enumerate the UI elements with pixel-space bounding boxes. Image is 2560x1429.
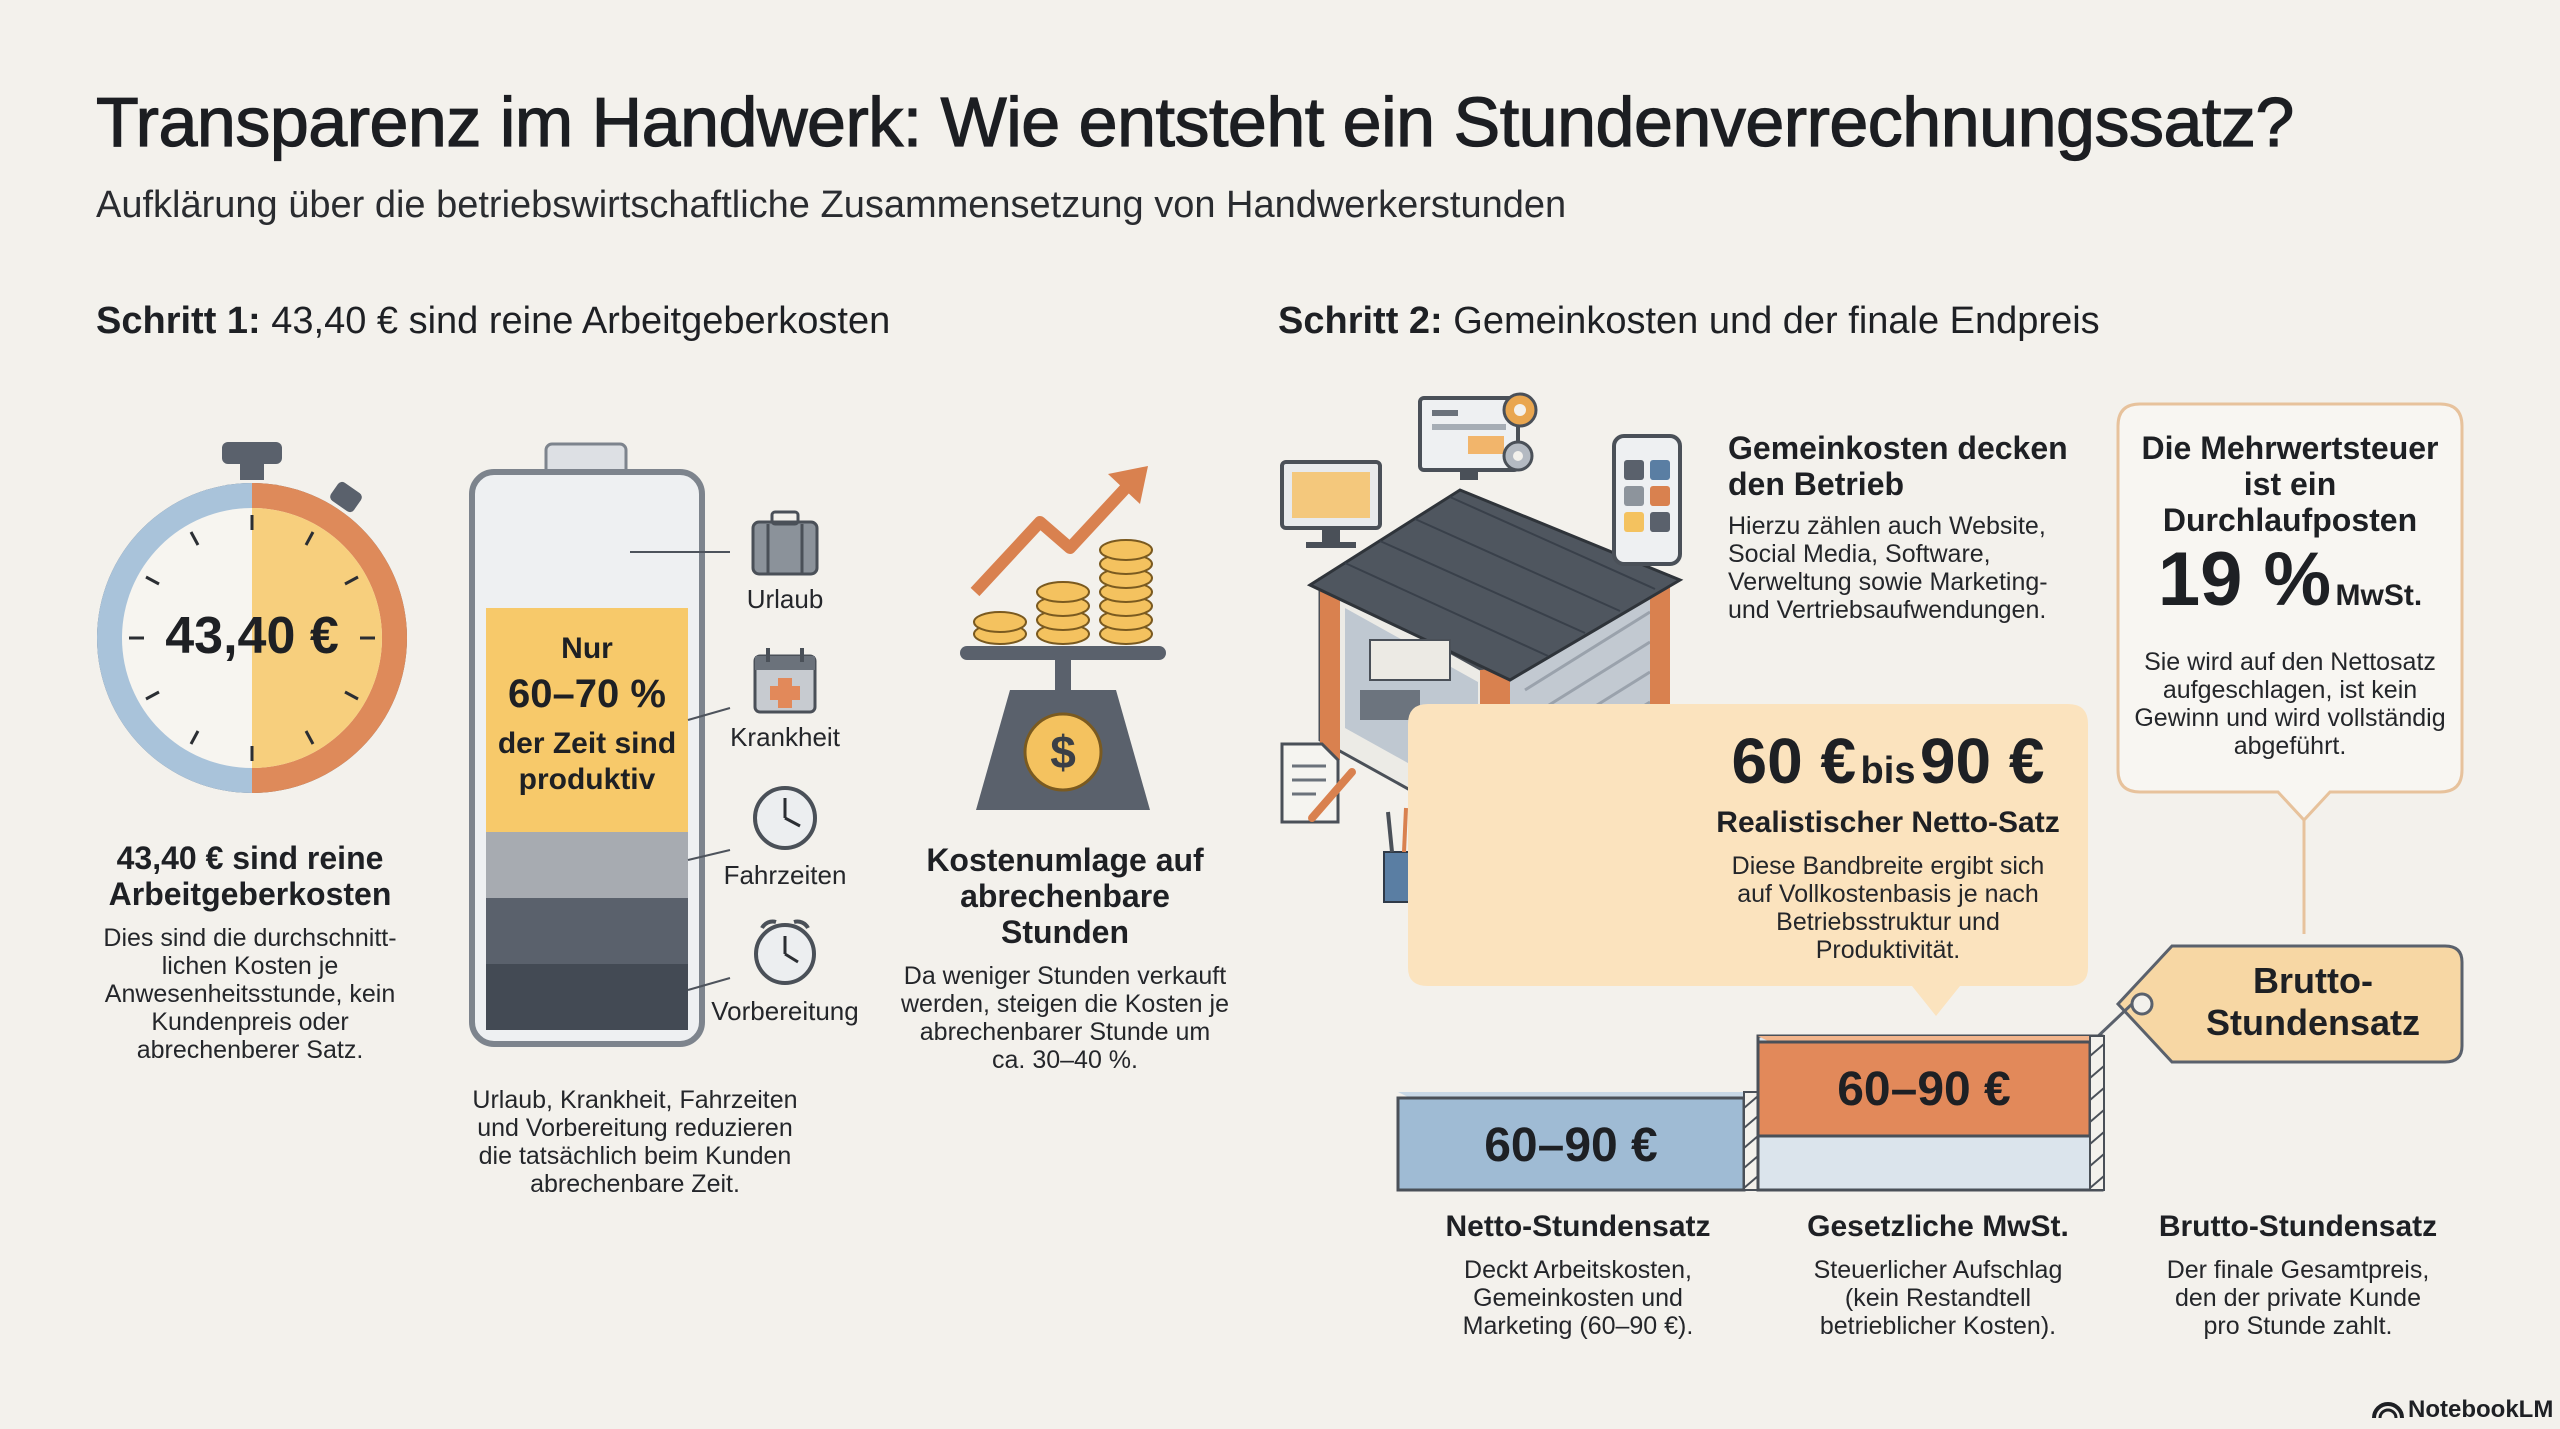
smartphone-social-media-icon (1612, 434, 1682, 566)
netto-bar-value: 60–90 € (1484, 1119, 1658, 1172)
step1-heading: Schritt 1: 43,40 € sind reine Arbeitgebe… (96, 300, 891, 342)
svg-text:$: $ (1050, 726, 1076, 778)
battery-line3: der Zeit sind produktiv (497, 727, 677, 796)
netto-range-heading: Realistischer Netto-Satz (1716, 806, 2060, 839)
sick-calendar-icon (753, 648, 817, 714)
battery-line1: Nur (561, 632, 613, 665)
bar-netto-text: Deckt Arbeitskosten, Gemeinkosten und Ma… (1462, 1256, 1694, 1340)
bar-brutto-heading: Brutto-Stundensatz (2158, 1210, 2438, 1243)
label-vorbereitung: Vorbereitung (711, 996, 859, 1026)
page-title: Transparenz im Handwerk: Wie entsteht ei… (95, 82, 2294, 161)
cost-shift-text: Da weniger Stunden verkauft werden, stei… (901, 962, 1229, 1074)
vat-text: Sie wird auf den Nettosatz aufgeschlagen… (2134, 648, 2446, 760)
notebooklm-logo-icon (2372, 1402, 2404, 1419)
vat-heading: Die Mehrwertsteuer ist ein Durchlaufpost… (2141, 430, 2439, 538)
settings-monitor-icon (1418, 392, 1538, 480)
overhead-heading: Gemeinkosten decken den Betrieb (1728, 430, 2068, 502)
vat-percent: 19 % MwSt. (2157, 537, 2423, 622)
price-stack-bars (1396, 1034, 2105, 1192)
bar-brutto-text: Der finale Gesamtpreis, den der private … (2166, 1256, 2430, 1340)
stopwatch-heading: 43,40 € sind reine Arbeitgeberkosten (108, 840, 392, 912)
brutto-tag-label: Brutto-Stundensatz (2205, 960, 2420, 1043)
brand-label: NotebookLM (2408, 1396, 2554, 1423)
bar-netto-heading: Netto-Stundensatz (1445, 1210, 1711, 1243)
clock-icon (753, 786, 817, 850)
stopwatch-value: 43,40 € (165, 607, 339, 665)
vat-callout (2116, 402, 2464, 823)
alarm-clock-icon (754, 919, 816, 985)
bar-mwst-heading: Gesetzliche MwSt. (1807, 1210, 2069, 1243)
netto-range-text: Diese Bandbreite ergibt sich auf Vollkos… (1731, 852, 2045, 964)
label-fahrzeiten: Fahrzeiten (723, 860, 847, 890)
brutto-price-tag (2092, 944, 2464, 1064)
stopwatch-icon (97, 442, 407, 793)
netto-range-callout (1408, 704, 2088, 1016)
document-pen-icon (1280, 742, 1356, 824)
label-krankheit: Krankheit (730, 722, 840, 752)
rising-cost-scale-icon: $ (960, 466, 1166, 810)
mwst-bar-value: 60–90 € (1837, 1063, 2011, 1116)
suitcase-icon (751, 510, 819, 576)
stopwatch-text: Dies sind die durchschnitt-lichen Kosten… (103, 924, 397, 1064)
netto-range-value: 60 € bis 90 € (1731, 725, 2045, 797)
step2-heading: Schritt 2: Gemeinkosten und der finale E… (1278, 300, 2100, 342)
label-urlaub: Urlaub (746, 584, 824, 614)
battery-caption: Urlaub, Krankheit, Fahrzeiten und Vorber… (472, 1086, 798, 1198)
cost-shift-heading: Kostenumlage auf abrechenbare Stunden (926, 842, 1204, 950)
battery-percent: 60–70 % (508, 672, 666, 716)
monitor-icon (1280, 460, 1382, 548)
page-subtitle: Aufklärung über die betriebswirtschaftli… (96, 184, 1567, 226)
bar-mwst-text: Steuerlicher Aufschlag (kein Restandtell… (1813, 1256, 2063, 1340)
battery-icon (469, 442, 731, 1047)
overhead-text: Hierzu zählen auch Website, Social Media… (1728, 512, 2048, 624)
